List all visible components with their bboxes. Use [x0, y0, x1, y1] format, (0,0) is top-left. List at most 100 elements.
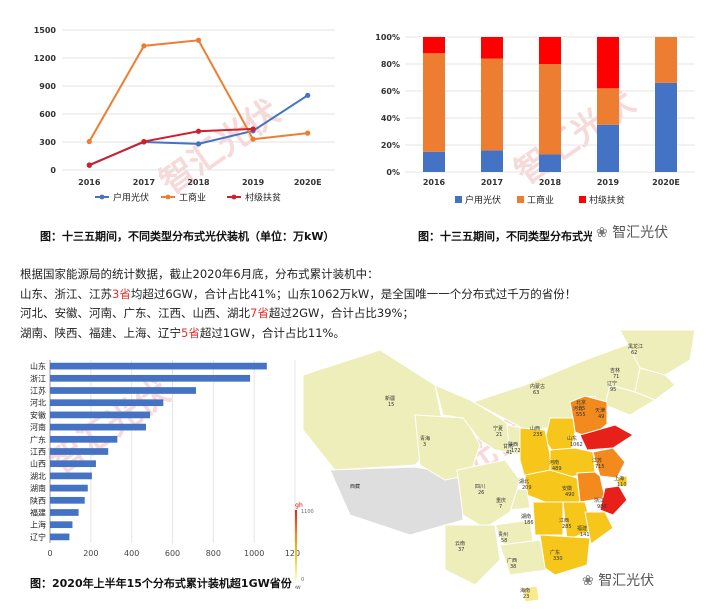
wechat-icon: ❀	[582, 573, 594, 589]
x-tick-label: 600	[165, 549, 180, 558]
y-tick-label: 辽宁	[30, 532, 46, 542]
x-tick-label: 2017	[133, 178, 155, 187]
data-point	[141, 138, 147, 145]
bar-segment	[597, 124, 619, 172]
summary-line: 河北、安徽、河南、广东、江西、山西、湖北7省超过2GW，合计占比39%；	[20, 306, 414, 320]
y-tick-label: 40%	[381, 114, 400, 123]
province-value: 330	[553, 556, 563, 562]
y-tick-label: 600	[39, 110, 56, 119]
series-line	[88, 39, 308, 143]
province-name: 广东	[550, 549, 560, 556]
bar	[50, 399, 164, 407]
bar-segment	[481, 58, 503, 151]
province-name: 湖北	[519, 478, 529, 485]
province-福建	[584, 511, 614, 545]
x-tick-label: 800	[206, 549, 221, 558]
legend-marker	[99, 194, 105, 200]
brand-logo: ❀ 智汇光伏	[578, 570, 659, 590]
data-point	[141, 43, 147, 49]
province-value: 71	[613, 374, 619, 380]
province-name: 海南	[520, 587, 530, 594]
province-西藏	[329, 466, 464, 536]
bar	[50, 509, 79, 516]
legend-swatch	[517, 196, 524, 203]
province-name: 青海	[420, 435, 430, 442]
y-tick-label: 湖北	[30, 472, 46, 481]
x-tick-label: 1200	[285, 549, 300, 558]
province-value: 186	[524, 520, 534, 526]
province-name: 贵州	[498, 531, 508, 538]
province-name: 安徽	[562, 485, 572, 492]
y-tick-label: 20%	[381, 141, 400, 150]
province-广东	[539, 534, 591, 576]
province-浙江	[599, 485, 628, 516]
province-name: 浙江	[594, 497, 604, 504]
province-name: 广西	[507, 557, 517, 564]
bar	[50, 496, 85, 504]
summary-line: 根据国家能源局的统计数据，截止2020年6月底，分布式累计装机中：	[20, 267, 379, 281]
bar-segment	[655, 37, 677, 83]
legend-swatch	[579, 196, 586, 203]
x-tick-label: 0	[47, 549, 52, 558]
legend-min: 0	[301, 577, 304, 583]
data-point	[305, 130, 311, 136]
province-value: 490	[565, 492, 575, 498]
province-name: 江苏	[592, 457, 602, 464]
province-湖南	[532, 501, 564, 536]
bar	[50, 484, 88, 492]
province-江苏	[592, 447, 626, 479]
province-value: 172	[511, 448, 521, 454]
x-tick-label: 2020E	[652, 178, 680, 187]
data-point	[250, 126, 256, 132]
x-tick-label: 2016	[423, 178, 446, 187]
province-value: 209	[522, 485, 532, 491]
data-point	[86, 138, 92, 145]
legend-marker	[165, 194, 171, 200]
province-海南	[522, 585, 540, 603]
y-tick-label: 河北	[30, 398, 46, 408]
y-tick-label: 浙江	[30, 373, 46, 383]
bar-segment	[423, 37, 445, 54]
legend-label: 户用光伏	[113, 192, 149, 204]
x-tick-label: 2018	[187, 178, 210, 187]
x-tick-label: 2018	[539, 178, 562, 187]
province-黑龙江	[619, 330, 696, 376]
y-tick-label: 福建	[30, 508, 46, 518]
bar-segment	[597, 88, 619, 125]
x-tick-label: 2017	[481, 178, 503, 187]
x-tick-label: 200	[83, 549, 98, 558]
legend-label: 工商业	[179, 192, 206, 204]
province-value: 95	[610, 387, 616, 393]
summary-line: 山东、浙江、江苏3省均超过6GW，合计占比41%；山东1062万kW，是全国唯一…	[20, 286, 577, 301]
bar-segment	[423, 151, 445, 172]
bar-segment	[423, 53, 445, 152]
province-name: 山西	[530, 425, 540, 432]
y-tick-label: 陕西	[30, 495, 46, 505]
bar	[50, 472, 92, 480]
province-name: 黑龙江	[628, 343, 643, 350]
y-tick-label: 0	[50, 166, 56, 175]
x-tick-label: 2016	[78, 178, 101, 187]
bar-segment	[539, 37, 561, 64]
legend-low: Low	[295, 584, 301, 591]
series-line	[88, 127, 254, 167]
y-tick-label: 0%	[386, 168, 400, 177]
province-value: 489	[552, 466, 562, 472]
y-tick-label: 60%	[381, 87, 400, 96]
province-name: 河北	[573, 405, 583, 412]
province-name: 重庆	[496, 497, 506, 504]
province-value: 62	[631, 350, 637, 356]
y-tick-label: 100%	[375, 33, 400, 42]
province-value: 38	[510, 564, 516, 570]
province-value: 21	[496, 432, 502, 438]
province-name: 甘肃	[503, 443, 513, 450]
province-value: 58	[501, 538, 507, 544]
summary-line: 湖南、陕西、福建、上海、辽宁5省超过1GW，合计占比11%。	[20, 325, 345, 340]
wechat-icon: ❀	[596, 225, 608, 241]
legend-label: 村级扶贫	[245, 192, 281, 204]
province-value: 55	[579, 406, 585, 412]
y-tick-label: 湖南	[30, 483, 46, 493]
bar	[50, 423, 146, 431]
province-name: 四川	[475, 484, 485, 490]
